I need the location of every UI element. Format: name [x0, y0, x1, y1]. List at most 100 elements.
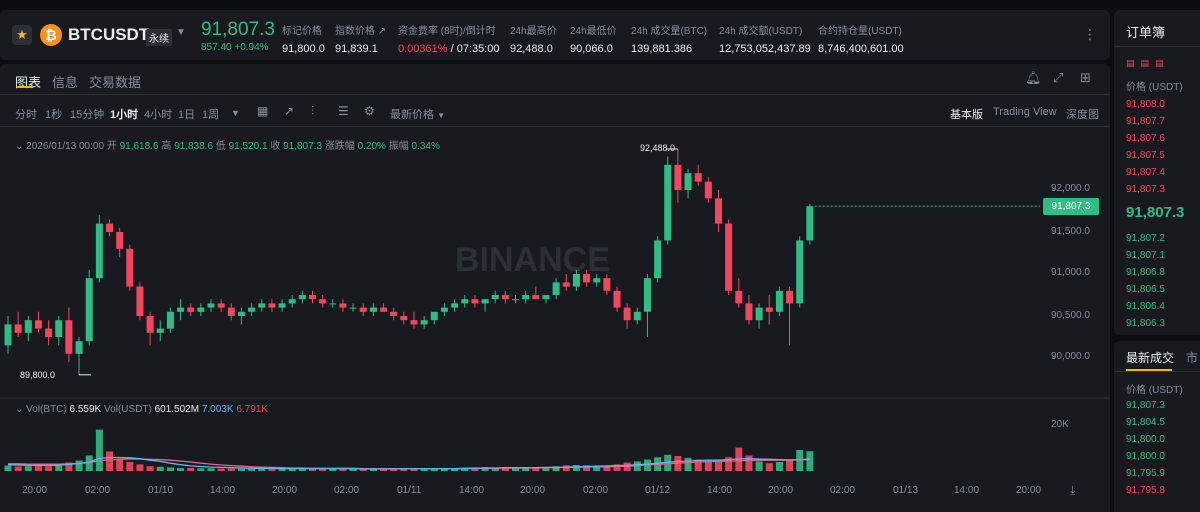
ask-row[interactable]: 91,807.5 [1126, 150, 1165, 161]
volume-bar [227, 468, 235, 471]
indicator-icon[interactable]: ↗ [284, 104, 295, 118]
vol-btc-value: 6.559K [69, 404, 102, 415]
calendar-icon[interactable]: ▦ [257, 104, 269, 118]
ask-row[interactable]: 91,807.3 [1126, 184, 1165, 195]
candle-body [390, 311, 398, 316]
more-timeframes-chevron-icon[interactable]: ▼ [231, 108, 240, 118]
tab-market-trades[interactable]: 市 [1186, 351, 1199, 365]
volume-bar [359, 468, 367, 471]
volume-bar [410, 468, 418, 471]
gear-icon[interactable]: ⚙ [364, 104, 375, 118]
candlestick-chart[interactable]: BINANCE [0, 64, 1110, 512]
ohlc-date: 2026/01/13 00:00 [26, 141, 105, 152]
fullscreen-icon[interactable]: ⤢ [1053, 70, 1064, 85]
high-marker-label: 92,488.0 [640, 143, 676, 153]
candle-body [633, 311, 641, 321]
candle-body [715, 198, 722, 224]
stat-label: 指数价格 ↗ [335, 26, 387, 37]
volume-bar [603, 465, 611, 471]
collapse-chevron-icon[interactable]: ⌄ [15, 141, 24, 152]
vol-btc-label: Vol(BTC) [26, 404, 67, 415]
volume-bar [755, 461, 763, 471]
bid-row[interactable]: 91,806.3 [1126, 318, 1165, 329]
ask-row[interactable]: 91,807.4 [1126, 167, 1165, 178]
volume-bar [512, 468, 519, 471]
favorite-star-icon[interactable]: ★ [12, 25, 32, 45]
candle-body [430, 311, 438, 321]
bid-row[interactable]: 91,807.1 [1126, 250, 1165, 261]
timeframe-4h[interactable]: 4小时 [144, 109, 173, 121]
time-axis-label: 14:00 [954, 485, 980, 496]
stat-label: 24h 成交量(BTC) [631, 26, 708, 37]
axis-reset-icon[interactable]: ⤓ [1070, 483, 1076, 497]
time-axis-label: 01/11 [397, 485, 422, 496]
trade-row: 91,804.5 [1126, 417, 1165, 428]
volume-bar [24, 466, 32, 471]
timeframe-1h[interactable]: 1小时 [110, 109, 139, 121]
view-depth[interactable]: 深度图 [1066, 109, 1099, 121]
candle-body [603, 278, 611, 291]
volume-bar [126, 462, 134, 471]
candle-body [237, 311, 245, 316]
stat-value: 90,066.0 [570, 43, 613, 55]
volume-bar [491, 468, 499, 471]
view-trading-view[interactable]: Trading View [993, 106, 1057, 118]
timeframe-15m[interactable]: 15分钟 [70, 109, 105, 121]
stat-index-price[interactable]: 指数价格 ↗ 91,839.1 [335, 22, 386, 55]
time-axis-label: 20:00 [272, 485, 298, 496]
candle-body [512, 299, 519, 301]
contract-type-badge: 永续 [146, 29, 172, 46]
tab-info[interactable]: 信息 [52, 75, 79, 90]
tab-recent-trades[interactable]: 最新成交 [1126, 351, 1175, 365]
bid-row[interactable]: 91,806.4 [1126, 301, 1165, 312]
alert-bell-icon[interactable]: 🔔︎ [1025, 70, 1042, 85]
timeframe-1w[interactable]: 1周 [202, 109, 220, 121]
price-axis-label: 90,500.0 [1051, 310, 1090, 321]
bid-row[interactable]: 91,806.8 [1126, 267, 1165, 278]
ask-row[interactable]: 91,807.6 [1126, 133, 1165, 144]
volume-bar [501, 468, 509, 471]
volume-legend: ⌄ Vol(BTC) 6.559K Vol(USDT) 601.502M 7.0… [15, 404, 268, 415]
volume-bar [420, 468, 428, 471]
book-layout-icons[interactable]: ▤▤▤ [1126, 58, 1170, 68]
ask-row[interactable]: 91,807.7 [1126, 116, 1165, 127]
volume-bar [806, 451, 814, 471]
trades-divider [1114, 371, 1200, 372]
volume-ma-fast-line [7, 456, 810, 470]
trade-row: 91,795.9 [1126, 468, 1165, 479]
price-header: 价格 (USDT) [1126, 385, 1183, 396]
tabs-divider [0, 94, 1110, 95]
symbol-dropdown-chevron-icon[interactable]: ▼ [176, 27, 186, 38]
volume-bar [725, 457, 733, 471]
volume-bar [451, 468, 459, 471]
vol-ma2-value: 6.791K [236, 404, 269, 415]
candle-body [34, 320, 42, 329]
view-basic[interactable]: 基本版 [950, 109, 983, 121]
ask-row[interactable]: 91,808.0 [1126, 99, 1165, 110]
price-type-select[interactable]: 最新价格 ▼ [390, 106, 445, 122]
bid-row[interactable]: 91,806.5 [1126, 284, 1165, 295]
high-value: 91,838.6 [174, 141, 214, 152]
watermark: BINANCE [455, 241, 610, 279]
candle-type-icon[interactable]: ⫶ [311, 104, 315, 118]
timeframe-line[interactable]: 分时 [15, 109, 37, 121]
vol-usdt-label: Vol(USDT) [104, 404, 152, 415]
stat-value: 91,800.0 [282, 43, 325, 55]
candle-body [187, 307, 195, 312]
timeframe-1d[interactable]: 1日 [178, 109, 196, 121]
timeframe-1s[interactable]: 1秒 [45, 109, 63, 121]
layout-grid-icon[interactable]: ⊞ [1080, 70, 1091, 85]
more-options-icon[interactable]: ⋮ [1083, 26, 1097, 42]
bid-row[interactable]: 91,807.2 [1126, 233, 1165, 244]
candle-body [298, 295, 306, 300]
tab-trading-data[interactable]: 交易数据 [89, 75, 142, 90]
last-price: 91,807.3 [201, 19, 275, 40]
trade-row: 91,800.0 [1126, 451, 1165, 462]
collapse-chevron-icon[interactable]: ⌄ [15, 404, 24, 415]
candle-body [288, 299, 296, 304]
symbol-name[interactable]: BTCUSDT [68, 25, 150, 44]
settings-sliders-icon[interactable]: ☰ [338, 104, 349, 118]
candle-body [400, 316, 408, 321]
volume-bar [156, 466, 164, 471]
candle-body [207, 303, 215, 308]
